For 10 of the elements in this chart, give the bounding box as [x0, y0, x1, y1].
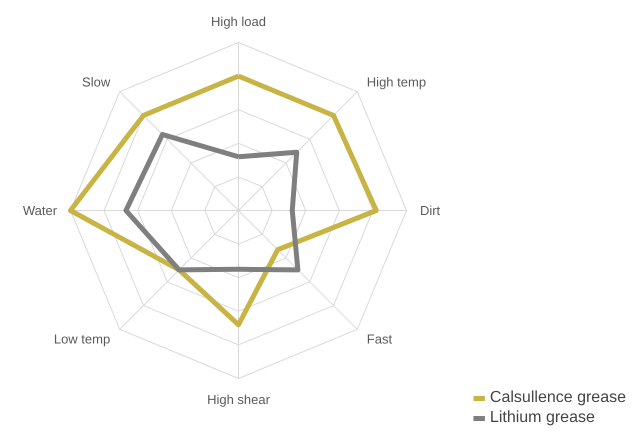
legend-label: Calsullence grease — [490, 389, 626, 407]
legend-label: Lithium grease — [490, 409, 595, 427]
spoke-label: High temp — [366, 74, 426, 90]
spoke-label: High shear — [207, 392, 271, 407]
spoke-label: Low temp — [54, 331, 110, 346]
spoke-label: Water — [22, 203, 58, 218]
spoke-label: High load — [211, 14, 266, 30]
spoke-label: Dirt — [420, 203, 441, 218]
spoke-label: Slow — [82, 74, 111, 90]
spoke-label: Fast — [366, 331, 392, 346]
